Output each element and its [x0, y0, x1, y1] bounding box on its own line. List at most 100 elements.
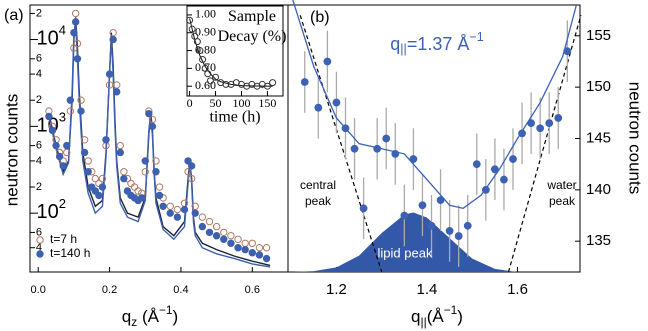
data-point	[102, 136, 110, 144]
data-point	[70, 28, 78, 37]
data-point	[80, 148, 89, 157]
data-point	[391, 150, 400, 158]
data-point	[145, 109, 153, 118]
water-peak-label-line: peak	[549, 194, 576, 208]
x-axis-label-part: )	[173, 307, 179, 326]
data-point	[198, 222, 207, 231]
legend-label: t=140 h	[50, 246, 90, 260]
x-tick-label: 0.0	[31, 284, 46, 296]
y-tick-label: 6	[36, 53, 42, 65]
legend-label: t=7 h	[50, 232, 77, 246]
data-point	[63, 141, 71, 150]
data-point	[73, 39, 82, 48]
y-tick-label: 6	[36, 140, 42, 152]
data-point	[509, 155, 517, 163]
data-point	[141, 168, 149, 176]
data-point	[36, 250, 44, 258]
data-point	[71, 9, 80, 18]
x-axis-label-part: q	[411, 307, 420, 326]
y-tick-label: 4	[36, 68, 42, 80]
inset-title: Sample Decay (%)	[218, 8, 287, 45]
data-point	[400, 211, 409, 220]
data-point	[152, 157, 160, 165]
panel-label: (b)	[310, 9, 330, 26]
data-point	[137, 194, 146, 202]
y-tick-label: 1.00	[195, 7, 216, 21]
data-point	[66, 107, 75, 115]
data-point	[350, 144, 359, 153]
data-point	[418, 201, 427, 210]
y-tick-label: 150	[586, 78, 611, 95]
data-point	[173, 205, 182, 214]
central-peak-label: central peak	[300, 178, 336, 208]
data-point	[222, 80, 230, 88]
data-point	[359, 204, 368, 213]
data-point	[105, 81, 114, 89]
data-point	[212, 222, 221, 231]
data-point	[263, 82, 271, 90]
y-tick-base: 10	[37, 28, 59, 50]
annotation-part: q	[390, 34, 400, 54]
x-axis-label-part: ||	[421, 315, 427, 329]
data-point	[193, 38, 201, 46]
y-tick-exponent: 2	[59, 197, 66, 212]
data-point	[187, 162, 196, 170]
x-axis-label-part: )	[457, 307, 463, 326]
y-axis-label: neutron counts	[2, 94, 21, 206]
inset-title-line: Sample	[228, 8, 276, 25]
data-point	[472, 160, 481, 169]
data-point	[262, 254, 271, 263]
y-tick-label: 6	[36, 226, 42, 238]
data-point	[73, 55, 82, 63]
data-point	[77, 96, 85, 104]
y-tick-label: 135	[586, 232, 611, 249]
data-point	[205, 228, 214, 237]
annotation-part: −1	[469, 30, 483, 44]
data-point	[188, 25, 196, 33]
data-point	[184, 157, 192, 165]
data-point	[409, 155, 418, 163]
data-point	[116, 148, 124, 157]
data-point	[241, 245, 249, 254]
data-point	[500, 175, 508, 184]
data-point	[436, 196, 445, 205]
y-tick-label: 155	[586, 27, 611, 44]
fit-line	[189, 18, 273, 87]
data-point	[45, 112, 53, 121]
x-axis-label-part: (Å	[427, 307, 445, 326]
data-point	[52, 141, 60, 150]
x-tick-label: 1.4	[417, 281, 438, 298]
data-point	[71, 18, 80, 26]
data-point	[300, 78, 309, 86]
data-point	[373, 144, 382, 153]
data-point	[234, 235, 242, 243]
data-point	[84, 157, 92, 165]
data-point	[563, 47, 572, 56]
data-point	[382, 134, 391, 143]
data-point	[205, 217, 214, 226]
data-point	[187, 174, 196, 183]
x-axis-label-part: q	[122, 307, 131, 326]
data-point	[227, 232, 235, 240]
data-point	[255, 244, 264, 252]
lipid-peak-label: lipid peak	[378, 245, 433, 260]
central-peak-label-line: peak	[305, 194, 332, 208]
guide-line	[299, 15, 383, 273]
data-point	[454, 232, 463, 240]
y-tick-label: 2	[36, 7, 42, 19]
data-point	[95, 191, 103, 200]
water-peak-label-line: water	[546, 178, 576, 192]
y-tick-label: 0.90	[195, 24, 216, 38]
x-tick-label: 1.2	[326, 281, 347, 298]
data-point	[109, 35, 117, 44]
data-point	[220, 235, 228, 243]
y-tick-label: 102	[37, 197, 66, 224]
data-point	[248, 249, 257, 257]
y-tick-label: 2	[36, 94, 42, 106]
water-peak-label: water peak	[546, 178, 576, 208]
data-point	[55, 152, 64, 161]
data-point	[227, 239, 235, 247]
annotation: q||=1.37 Å−1	[390, 30, 483, 56]
data-point	[445, 227, 454, 235]
x-tick-label: 0	[187, 96, 193, 110]
